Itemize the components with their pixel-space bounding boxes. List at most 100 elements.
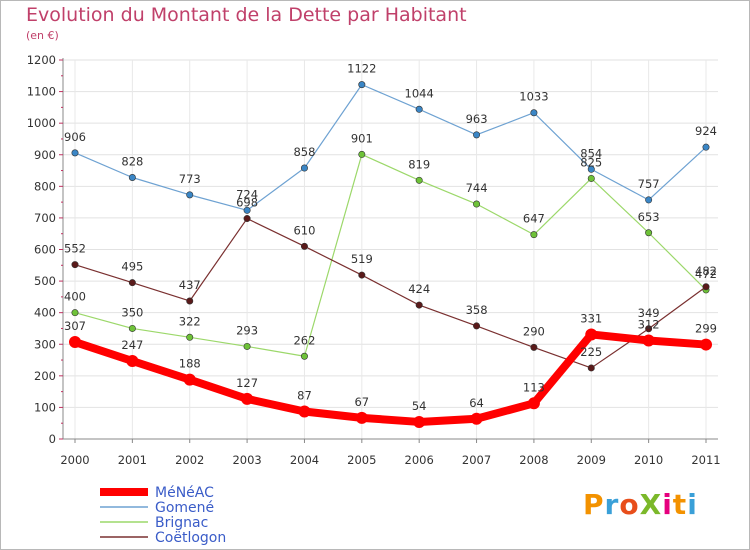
data-label-brignac: 262 <box>293 333 315 347</box>
point-coe-tlogon <box>702 283 710 291</box>
y-tick-label: 1100 <box>27 85 56 99</box>
point-me-ne-ac <box>69 336 81 349</box>
x-tick-label: 2001 <box>118 453 147 467</box>
series-lines <box>69 81 712 428</box>
data-label-coe-tlogon: 698 <box>236 196 258 210</box>
point-brignac <box>473 200 481 208</box>
point-brignac <box>587 174 595 182</box>
legend-label: MéNéAC <box>155 485 214 501</box>
y-tick-label: 100 <box>34 400 56 414</box>
y-tick-label: 700 <box>34 211 56 225</box>
data-label-gomene-: 773 <box>179 172 201 186</box>
legend-label: Gomené <box>155 500 214 516</box>
data-labels: 906 828 773 724 858 1122 1044 963 1033 854 757 924 4… <box>64 62 717 413</box>
point-coe-tlogon <box>243 215 251 223</box>
chart-unit: (en €) <box>26 29 59 42</box>
data-label-gomene-: 1122 <box>347 62 376 76</box>
point-coe-tlogon <box>587 364 595 372</box>
data-label-brignac: 647 <box>523 212 545 226</box>
data-label-gomene-: 828 <box>121 154 143 168</box>
data-label-gomene-: 1044 <box>405 86 434 100</box>
point-gomene- <box>702 143 710 151</box>
logo-letter: t <box>672 488 688 521</box>
point-brignac <box>128 324 136 332</box>
axes: 0 100 200 300 400 500 600 700 800 900 1000 1100 1200… <box>27 53 721 467</box>
data-label-gomene-: 854 <box>580 146 602 160</box>
point-me-ne-ac <box>298 405 311 418</box>
point-coe-tlogon <box>358 271 366 279</box>
data-label-me-ne-ac: 188 <box>179 357 201 371</box>
data-label-brignac: 825 <box>580 155 602 169</box>
point-coe-tlogon <box>645 325 653 333</box>
point-brignac <box>415 176 423 184</box>
x-tick-label: 2003 <box>232 453 261 467</box>
point-me-ne-ac <box>527 397 540 410</box>
data-label-gomene-: 724 <box>236 187 258 201</box>
data-label-me-ne-ac: 113 <box>523 380 545 394</box>
data-label-gomene-: 906 <box>64 130 86 144</box>
point-me-ne-ac <box>700 338 712 351</box>
legend-label: Coëtlogon <box>155 530 226 546</box>
series-line-coe-tlogon <box>74 217 707 369</box>
data-label-coe-tlogon: 424 <box>408 282 430 296</box>
data-label-me-ne-ac: 67 <box>354 395 369 409</box>
point-gomene- <box>415 105 423 113</box>
data-label-me-ne-ac: 331 <box>580 311 602 325</box>
data-label-gomene-: 963 <box>466 112 488 126</box>
data-label-me-ne-ac: 307 <box>64 319 86 333</box>
data-label-me-ne-ac: 127 <box>236 376 258 390</box>
legend-label: Brignac <box>155 515 208 531</box>
point-me-ne-ac <box>355 411 368 424</box>
data-label-me-ne-ac: 54 <box>412 399 427 413</box>
point-coe-tlogon <box>473 322 481 330</box>
point-brignac <box>71 309 79 317</box>
data-label-coe-tlogon: 495 <box>121 260 143 274</box>
point-me-ne-ac <box>413 415 426 428</box>
data-label-coe-tlogon: 290 <box>523 324 545 338</box>
chart-title: Evolution du Montant de la Dette par Hab… <box>26 4 467 26</box>
point-me-ne-ac <box>585 328 598 341</box>
data-label-brignac: 322 <box>179 314 201 328</box>
data-label-brignac: 653 <box>638 210 660 224</box>
y-tick-label: 900 <box>34 148 56 162</box>
point-coe-tlogon <box>415 301 423 309</box>
data-label-coe-tlogon: 437 <box>179 278 201 292</box>
x-tick-label: 2000 <box>60 453 89 467</box>
data-label-me-ne-ac: 64 <box>469 396 484 410</box>
point-brignac <box>300 352 308 360</box>
y-tick-label: 200 <box>34 369 56 383</box>
data-label-coe-tlogon: 225 <box>580 345 602 359</box>
y-tick-label: 0 <box>49 432 56 446</box>
x-tick-label: 2004 <box>290 453 319 467</box>
data-label-coe-tlogon: 610 <box>293 223 315 237</box>
x-tick-label: 2007 <box>462 453 491 467</box>
point-me-ne-ac <box>183 373 196 386</box>
logo-letter: i <box>687 488 698 521</box>
y-tick-label: 400 <box>34 306 56 320</box>
data-label-coe-tlogon: 349 <box>638 306 660 320</box>
data-label-brignac: 819 <box>408 157 430 171</box>
y-tick-label: 500 <box>34 274 56 288</box>
point-brignac <box>358 150 366 158</box>
x-tick-label: 2006 <box>405 453 434 467</box>
x-tick-label: 2008 <box>519 453 548 467</box>
data-label-brignac: 350 <box>121 305 143 319</box>
proxiti-logo: ProXiti <box>583 488 698 521</box>
data-label-brignac: 293 <box>236 323 258 337</box>
y-tick-label: 800 <box>34 179 56 193</box>
point-gomene- <box>587 165 595 173</box>
x-tick-label: 2005 <box>347 453 376 467</box>
y-tick-label: 600 <box>34 243 56 257</box>
y-tick-label: 1200 <box>27 53 56 67</box>
series-line-gomene- <box>74 84 707 211</box>
logo-letter: P <box>583 488 605 521</box>
data-label-me-ne-ac: 87 <box>297 389 312 403</box>
data-label-gomene-: 924 <box>695 124 717 138</box>
series-line-me-ne-ac <box>73 330 707 426</box>
point-brignac <box>243 342 251 350</box>
data-label-coe-tlogon: 519 <box>351 252 373 266</box>
logo-letter: i <box>662 488 673 521</box>
point-gomene- <box>473 131 481 139</box>
y-tick-label: 300 <box>34 337 56 351</box>
